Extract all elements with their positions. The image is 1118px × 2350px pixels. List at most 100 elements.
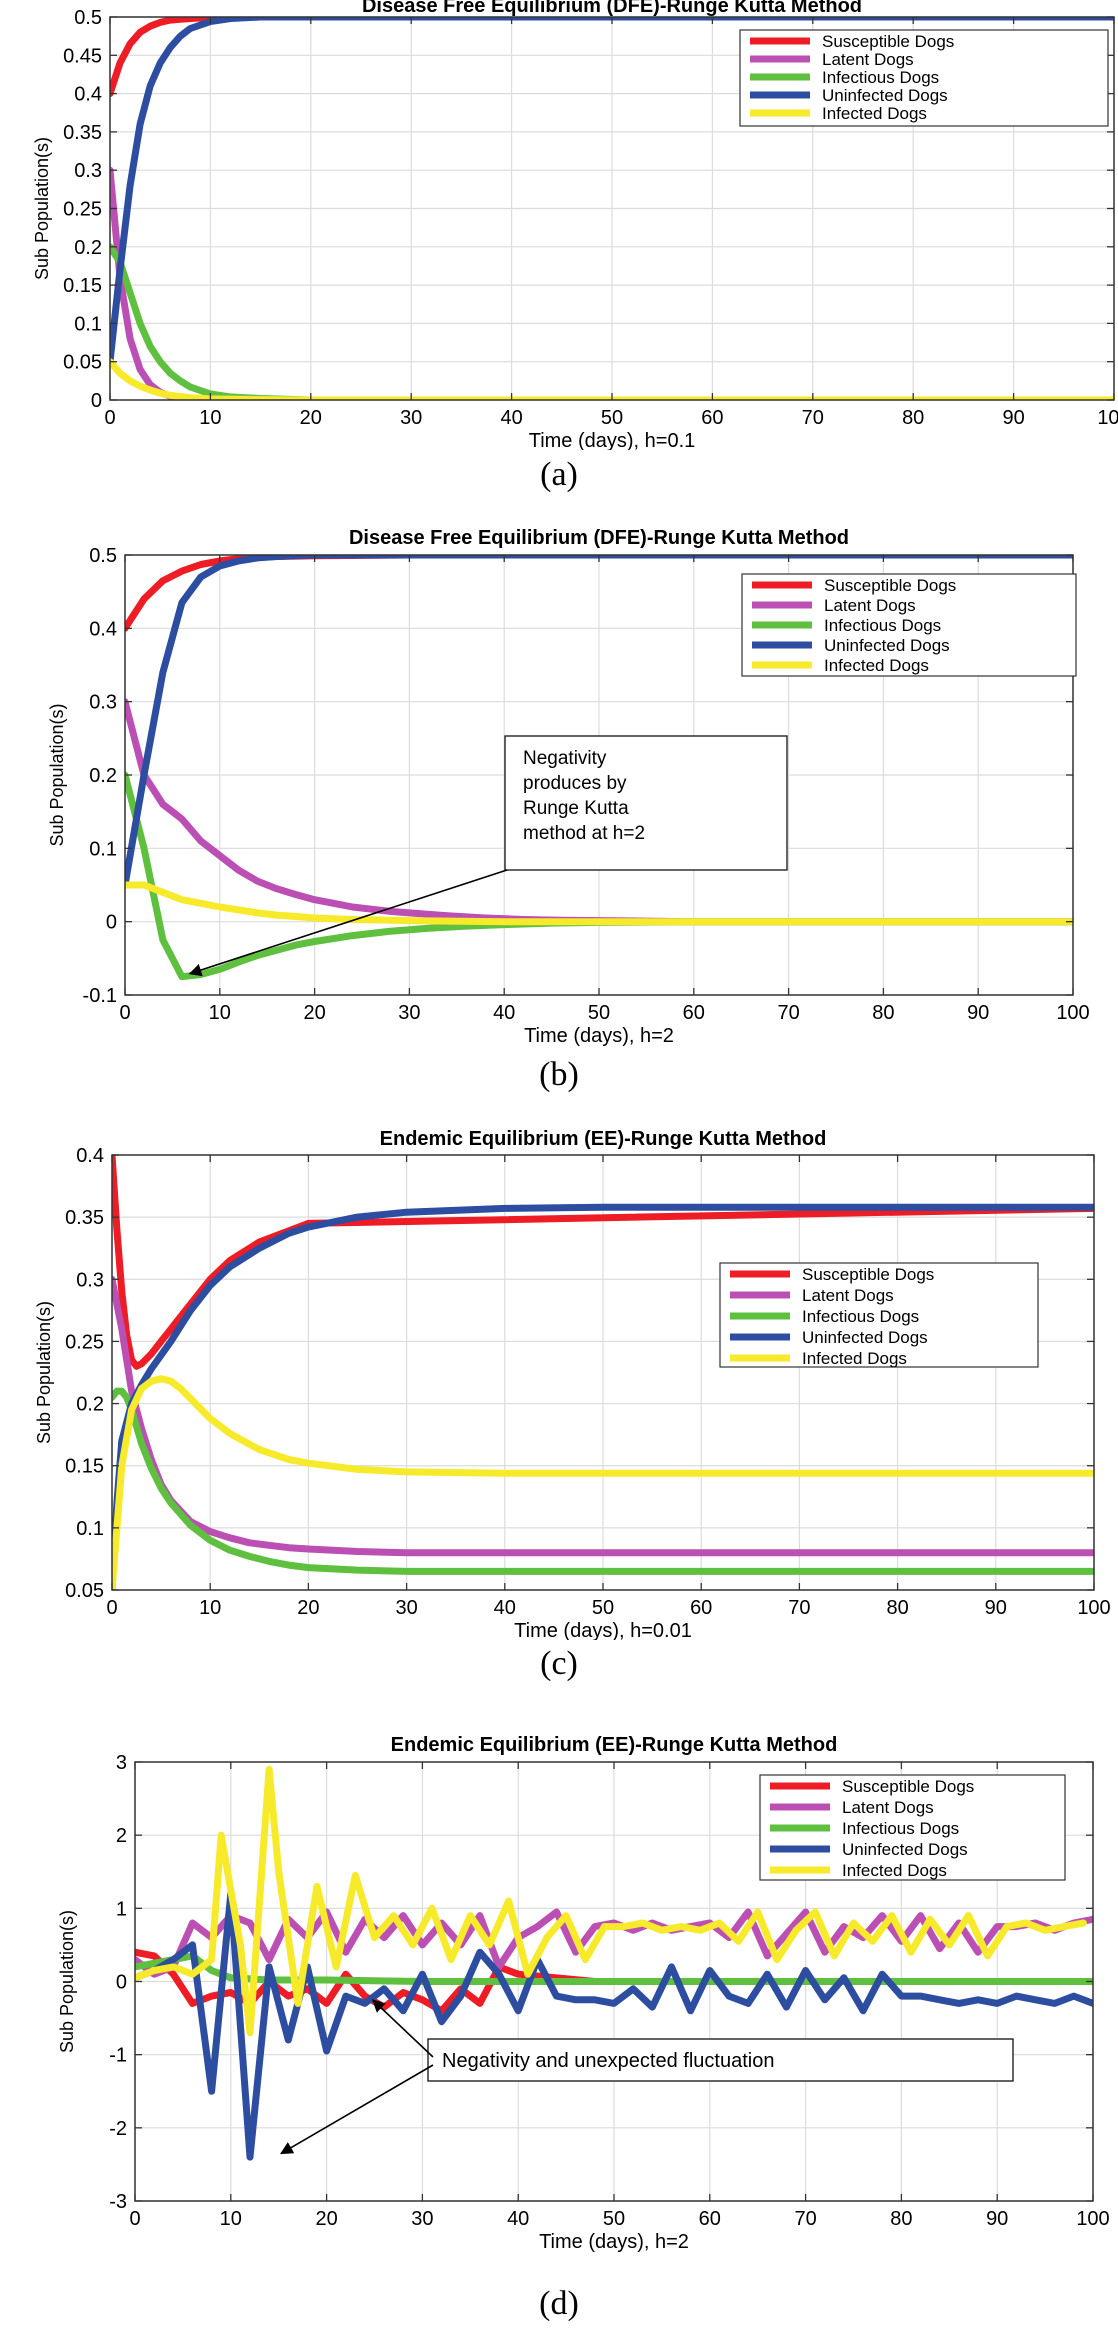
x-tick-label: 20 — [303, 1002, 325, 1024]
annotation-text-line: Runge Kutta — [523, 798, 629, 819]
legend-label-infected: Infected Dogs — [802, 1349, 907, 1368]
legend-label-infected: Infected Dogs — [822, 104, 927, 123]
y-tick-label: 0.4 — [76, 1145, 104, 1167]
annotation-text-line: Negativity and unexpected fluctuation — [442, 2050, 774, 2072]
chart-title: Endemic Equilibrium (EE)-Runge Kutta Met… — [380, 1128, 827, 1150]
legend-label-infected: Infected Dogs — [842, 1861, 947, 1880]
y-axis-label: Sub Population(s) — [47, 703, 67, 846]
y-tick-label: 0.45 — [63, 45, 102, 67]
x-tick-label: 20 — [297, 1597, 319, 1619]
y-tick-label: 0.1 — [89, 838, 117, 860]
x-tick-label: 100 — [1097, 407, 1118, 429]
y-tick-label: 0.3 — [74, 160, 102, 182]
x-tick-label: 30 — [411, 2208, 433, 2230]
x-tick-label: 10 — [199, 1597, 221, 1619]
x-tick-label: 90 — [985, 1597, 1007, 1619]
x-tick-label: 0 — [129, 2208, 140, 2230]
x-tick-label: 70 — [777, 1002, 799, 1024]
x-tick-label: 20 — [300, 407, 322, 429]
y-tick-label: 0.25 — [63, 199, 102, 221]
x-tick-label: 40 — [500, 407, 522, 429]
x-axis-label: Time (days), h=0.01 — [514, 1620, 692, 1640]
x-tick-label: 90 — [986, 2208, 1008, 2230]
x-tick-label: 100 — [1076, 2208, 1109, 2230]
legend-label-uninfected: Uninfected Dogs — [842, 1840, 968, 1859]
y-tick-label: 0 — [116, 1972, 127, 1994]
x-tick-label: 30 — [398, 1002, 420, 1024]
legend-label-susceptible: Susceptible Dogs — [822, 32, 954, 51]
y-tick-label: 0.05 — [65, 1580, 104, 1602]
y-tick-label: 0.3 — [76, 1269, 104, 1291]
y-tick-label: 0 — [91, 390, 102, 412]
x-tick-label: 80 — [902, 407, 924, 429]
x-tick-label: 60 — [701, 407, 723, 429]
x-tick-label: 40 — [493, 1002, 515, 1024]
legend-label-latent: Latent Dogs — [802, 1286, 894, 1305]
y-tick-label: -0.1 — [83, 985, 117, 1007]
caption-d: (d) — [539, 2285, 579, 2322]
x-tick-label: 10 — [199, 407, 221, 429]
series-line-uninfected — [125, 555, 1073, 889]
y-tick-label: 0.35 — [65, 1207, 104, 1229]
y-tick-label: 0.2 — [76, 1394, 104, 1416]
series-line-infected — [135, 1765, 1087, 2037]
annotation-arrow — [280, 2064, 434, 2155]
y-tick-label: 1 — [116, 1898, 127, 1920]
series-line-latent — [112, 1275, 1094, 1557]
x-tick-label: 50 — [588, 1002, 610, 1024]
x-tick-label: 90 — [967, 1002, 989, 1024]
x-tick-label: 40 — [494, 1597, 516, 1619]
x-tick-label: 60 — [683, 1002, 705, 1024]
series-line-susceptible — [112, 1155, 1094, 1370]
series-line-susceptible — [110, 17, 1114, 98]
annotation-text-line: Negativity — [523, 748, 607, 769]
annotation-box — [504, 735, 788, 871]
legend-label-latent: Latent Dogs — [824, 596, 916, 615]
y-tick-label: -2 — [109, 2118, 127, 2140]
chart-title: Disease Free Equilibrium (DFE)-Runge Kut… — [349, 527, 849, 549]
y-tick-label: 2 — [116, 1825, 127, 1847]
series-line-infected — [125, 881, 1073, 926]
caption-c: (c) — [540, 1645, 578, 1682]
series-group — [135, 1765, 1093, 2161]
caption-a: (a) — [540, 456, 578, 493]
y-tick-label: 0.1 — [76, 1518, 104, 1540]
x-tick-label: 20 — [315, 2208, 337, 2230]
y-tick-label: 3 — [116, 1752, 127, 1774]
chart-d: 0 10 20 30 40 50 60 70 80 90 100 -3 -2 -1 0 1 2 3 Endemic … — [57, 1734, 1110, 2253]
y-tick-label: -1 — [109, 2045, 127, 2067]
series-group — [110, 17, 1114, 400]
y-tick-label: 0.05 — [63, 352, 102, 374]
y-tick-label: 0.1 — [74, 313, 102, 335]
x-tick-label: 70 — [788, 1597, 810, 1619]
legend-label-susceptible: Susceptible Dogs — [802, 1265, 934, 1284]
x-tick-label: 70 — [802, 407, 824, 429]
y-tick-label: 0.4 — [74, 84, 102, 106]
x-tick-label: 0 — [119, 1002, 130, 1024]
x-tick-label: 30 — [395, 1597, 417, 1619]
x-tick-label: 50 — [601, 407, 623, 429]
legend-label-uninfected: Uninfected Dogs — [822, 86, 948, 105]
y-tick-label: 0.15 — [63, 275, 102, 297]
x-tick-label: 30 — [400, 407, 422, 429]
x-axis-label: Time (days), h=2 — [539, 2231, 689, 2253]
x-tick-label: 70 — [794, 2208, 816, 2230]
y-axis-label: Sub Population(s) — [34, 1301, 54, 1444]
x-tick-label: 100 — [1077, 1597, 1110, 1619]
series-line-uninfected — [135, 1890, 1093, 2161]
x-tick-label: 100 — [1056, 1002, 1089, 1024]
x-tick-label: 60 — [690, 1597, 712, 1619]
legend-label-infectious: Infectious Dogs — [824, 616, 941, 635]
x-tick-label: 80 — [872, 1002, 894, 1024]
x-tick-label: 10 — [220, 2208, 242, 2230]
y-axis-label: Sub Population(s) — [32, 137, 52, 280]
y-tick-label: 0.2 — [89, 765, 117, 787]
annotation-arrow — [188, 869, 508, 977]
x-axis-label: Time (days), h=0.1 — [529, 430, 696, 450]
y-tick-label: 0.35 — [63, 122, 102, 144]
chart-c: 0 10 20 30 40 50 60 70 80 90 100 0.05 0.1 0.15 0.2 0.25… — [34, 1128, 1111, 1640]
